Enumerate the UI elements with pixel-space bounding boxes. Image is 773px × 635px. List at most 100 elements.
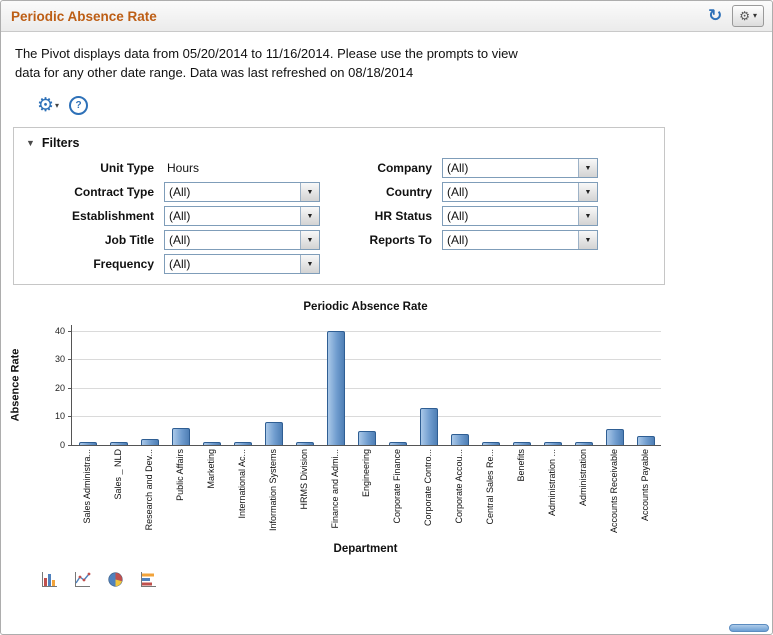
x-label-cell: Information Systems (257, 449, 288, 539)
bar-corporate-finance[interactable] (388, 442, 407, 445)
help-icon[interactable]: ? (69, 96, 89, 115)
bar-hrms-division[interactable] (295, 442, 314, 445)
x-label-cell: Sales _ NLD (102, 449, 133, 539)
horizontal-scrollbar-thumb[interactable] (729, 624, 769, 632)
x-axis-label: Sales Administra... (81, 449, 92, 524)
filter-select-contract-type[interactable]: (All) ▼ (164, 182, 320, 202)
bar-information-systems[interactable] (264, 422, 283, 445)
select-arrow-icon[interactable]: ▼ (578, 231, 597, 249)
filters-section: ▼ Filters Unit Type Hours Company (All) ▼ Con… (13, 127, 665, 285)
x-label-cell: Sales Administra... (71, 449, 102, 539)
filter-label-frequency: Frequency (93, 257, 154, 271)
select-value: (All) (447, 209, 469, 223)
y-tick-mark (68, 330, 72, 332)
filters-title: Filters (41, 136, 80, 150)
bar-corporate-accou[interactable] (450, 433, 469, 445)
bar-central-sales-re[interactable] (481, 442, 500, 445)
filter-select-company[interactable]: (All) ▼ (442, 158, 598, 178)
x-axis-label: Engineering (360, 449, 371, 498)
refresh-icon[interactable]: ↻ (707, 5, 723, 26)
bar-slot (72, 442, 103, 445)
horizontal-bar-chart-icon[interactable] (140, 571, 157, 588)
x-label-cell: Corporate Accou... (443, 449, 474, 539)
x-label-cell: Benefits (505, 449, 536, 539)
bar-marketing[interactable] (202, 442, 221, 445)
options-gear-icon[interactable]: ⚙ (37, 94, 55, 116)
bar-administration[interactable] (574, 442, 593, 445)
pie-chart-icon[interactable] (107, 571, 124, 588)
bar-slot (258, 422, 289, 445)
bar-accounts-receivable[interactable] (605, 429, 624, 445)
gear-icon: ⚙ (739, 9, 750, 23)
x-label-cell: Administration ... (536, 449, 567, 539)
chart-type-toolbar (1, 555, 772, 588)
x-axis-label: Finance and Admi... (329, 449, 340, 529)
y-tick-label: 30 (54, 354, 65, 365)
filter-select-hr-status[interactable]: (All) ▼ (442, 206, 598, 226)
filter-select-reports-to[interactable]: (All) ▼ (442, 230, 598, 250)
select-value: (All) (447, 161, 469, 175)
y-tick-mark (68, 416, 72, 418)
collapse-triangle-icon[interactable]: ▼ (26, 138, 35, 148)
select-value: (All) (169, 257, 191, 271)
x-label-cell: Central Sales Re... (474, 449, 505, 539)
line-chart-icon[interactable] (74, 571, 91, 588)
bar-benefits[interactable] (512, 442, 531, 445)
info-line-1: The Pivot displays data from 05/20/2014 … (15, 46, 518, 61)
bar-slot (320, 330, 351, 445)
bar-slot (134, 439, 165, 445)
y-tick-mark (68, 445, 72, 446)
select-value: (All) (169, 185, 191, 199)
x-axis-label: Accounts Payable (639, 449, 650, 522)
filters-grid: Unit Type Hours Company (All) ▼ Contract Type… (24, 158, 654, 274)
y-tick-label: 10 (54, 411, 65, 422)
bar-international-ac[interactable] (233, 442, 252, 445)
vertical-bar-chart-icon[interactable] (41, 571, 58, 588)
x-axis-label: Accounts Receivable (608, 449, 619, 534)
x-axis-label: Public Affairs (174, 449, 185, 501)
filter-label-country: Country (386, 185, 432, 199)
filter-select-establishment[interactable]: (All) ▼ (164, 206, 320, 226)
bar-slot (227, 442, 258, 445)
chevron-down-icon: ▾ (752, 11, 757, 20)
bar-sales-administra[interactable] (78, 442, 97, 445)
bar-research-and-dev[interactable] (140, 439, 159, 445)
gridline (72, 359, 661, 361)
x-label-cell: International Ac... (226, 449, 257, 539)
header-gear-menu-button[interactable]: ⚙ ▾ (732, 5, 764, 27)
bar-public-affairs[interactable] (171, 427, 190, 445)
x-label-cell: Accounts Receivable (598, 449, 629, 539)
select-arrow-icon[interactable]: ▼ (300, 255, 319, 273)
bar-finance-and-admi[interactable] (326, 330, 345, 445)
info-text: The Pivot displays data from 05/20/2014 … (1, 32, 772, 82)
select-arrow-icon[interactable]: ▼ (300, 183, 319, 201)
x-axis-title: Department (333, 543, 398, 555)
x-axis-label: Benefits (515, 449, 526, 482)
x-axis-label: Administration (577, 449, 588, 507)
bar-engineering[interactable] (357, 430, 376, 445)
filter-label-contract-type: Contract Type (74, 185, 154, 199)
filter-select-country[interactable]: (All) ▼ (442, 182, 598, 202)
filter-label-company: Company (377, 161, 432, 175)
y-tick-label: 0 (59, 440, 65, 450)
filter-select-frequency[interactable]: (All) ▼ (164, 254, 320, 274)
select-arrow-icon[interactable]: ▼ (578, 183, 597, 201)
select-arrow-icon[interactable]: ▼ (300, 207, 319, 225)
x-axis-label: Corporate Contro... (422, 449, 433, 527)
bar-administration[interactable] (543, 442, 562, 445)
x-axis-label: International Ac... (236, 449, 247, 519)
select-value: (All) (169, 233, 191, 247)
gridline (72, 330, 661, 332)
gridline (72, 416, 661, 418)
select-arrow-icon[interactable]: ▼ (578, 159, 597, 177)
y-tick-mark (68, 359, 72, 361)
bar-slot (289, 442, 320, 445)
filter-select-job-title[interactable]: (All) ▼ (164, 230, 320, 250)
select-arrow-icon[interactable]: ▼ (578, 207, 597, 225)
options-caret-icon[interactable]: ▾ (55, 101, 60, 110)
bar-sales-nld[interactable] (109, 442, 128, 445)
select-arrow-icon[interactable]: ▼ (300, 231, 319, 249)
bar-slot (165, 427, 196, 445)
bar-accounts-payable[interactable] (636, 436, 655, 445)
bar-corporate-contro[interactable] (419, 407, 438, 445)
